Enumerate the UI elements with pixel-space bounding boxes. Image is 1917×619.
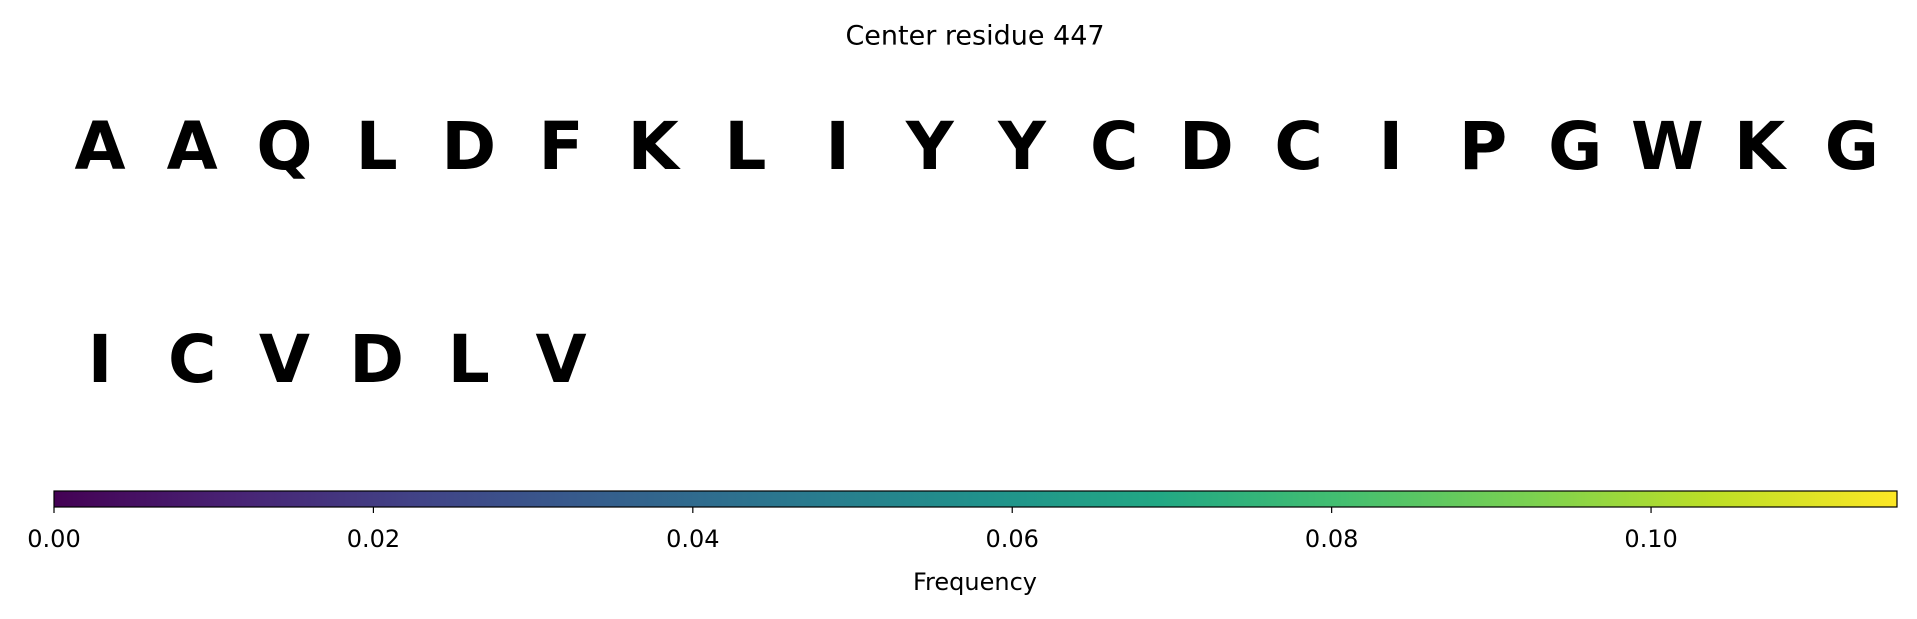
residue: L	[356, 108, 398, 185]
residue: I	[1379, 108, 1404, 185]
x-tick-label: 0.02	[347, 525, 400, 553]
residue: W	[1631, 108, 1704, 185]
residue: C	[1090, 108, 1138, 185]
residue: I	[88, 321, 113, 398]
x-axis-label: Frequency	[913, 568, 1037, 596]
x-tick-label: 0.06	[986, 525, 1039, 553]
residue: A	[167, 108, 218, 185]
residue: D	[349, 321, 404, 398]
chart-title: Center residue 447	[845, 21, 1104, 52]
residue: A	[74, 108, 125, 185]
residue: L	[724, 108, 766, 185]
x-tick-label: 0.04	[666, 525, 719, 553]
residue: Y	[997, 108, 1047, 185]
residue: V	[535, 321, 586, 398]
residue: F	[538, 108, 583, 185]
residue: K	[1734, 108, 1788, 185]
residue: P	[1459, 108, 1507, 185]
residue: G	[1825, 108, 1879, 185]
colorbar	[53, 490, 1898, 508]
residue: Q	[256, 108, 312, 185]
x-tick-label: 0.00	[27, 525, 80, 553]
residue: Y	[905, 108, 955, 185]
residue: K	[628, 108, 682, 185]
residue: V	[259, 321, 310, 398]
residue: C	[1274, 108, 1322, 185]
x-tick-label: 0.08	[1305, 525, 1358, 553]
residue: D	[441, 108, 496, 185]
residue: D	[1179, 108, 1234, 185]
residue: G	[1548, 108, 1602, 185]
residue: L	[448, 321, 490, 398]
residue: I	[825, 108, 850, 185]
x-tick-label: 0.10	[1624, 525, 1677, 553]
residue: C	[168, 321, 216, 398]
